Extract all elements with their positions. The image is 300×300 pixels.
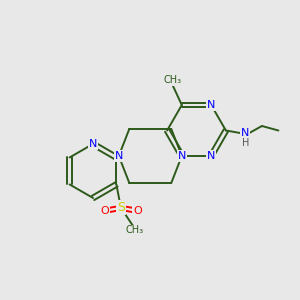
Text: N: N xyxy=(207,151,215,161)
Text: CH₃: CH₃ xyxy=(164,75,182,85)
Text: O: O xyxy=(100,206,109,216)
Text: CH₃: CH₃ xyxy=(125,225,143,236)
Text: N: N xyxy=(89,139,97,149)
Text: H: H xyxy=(242,138,249,148)
Text: N: N xyxy=(178,151,186,161)
Text: N: N xyxy=(115,151,123,161)
Text: N: N xyxy=(241,128,250,139)
Text: S: S xyxy=(117,201,125,214)
Text: N: N xyxy=(207,100,215,110)
Text: O: O xyxy=(133,206,142,216)
